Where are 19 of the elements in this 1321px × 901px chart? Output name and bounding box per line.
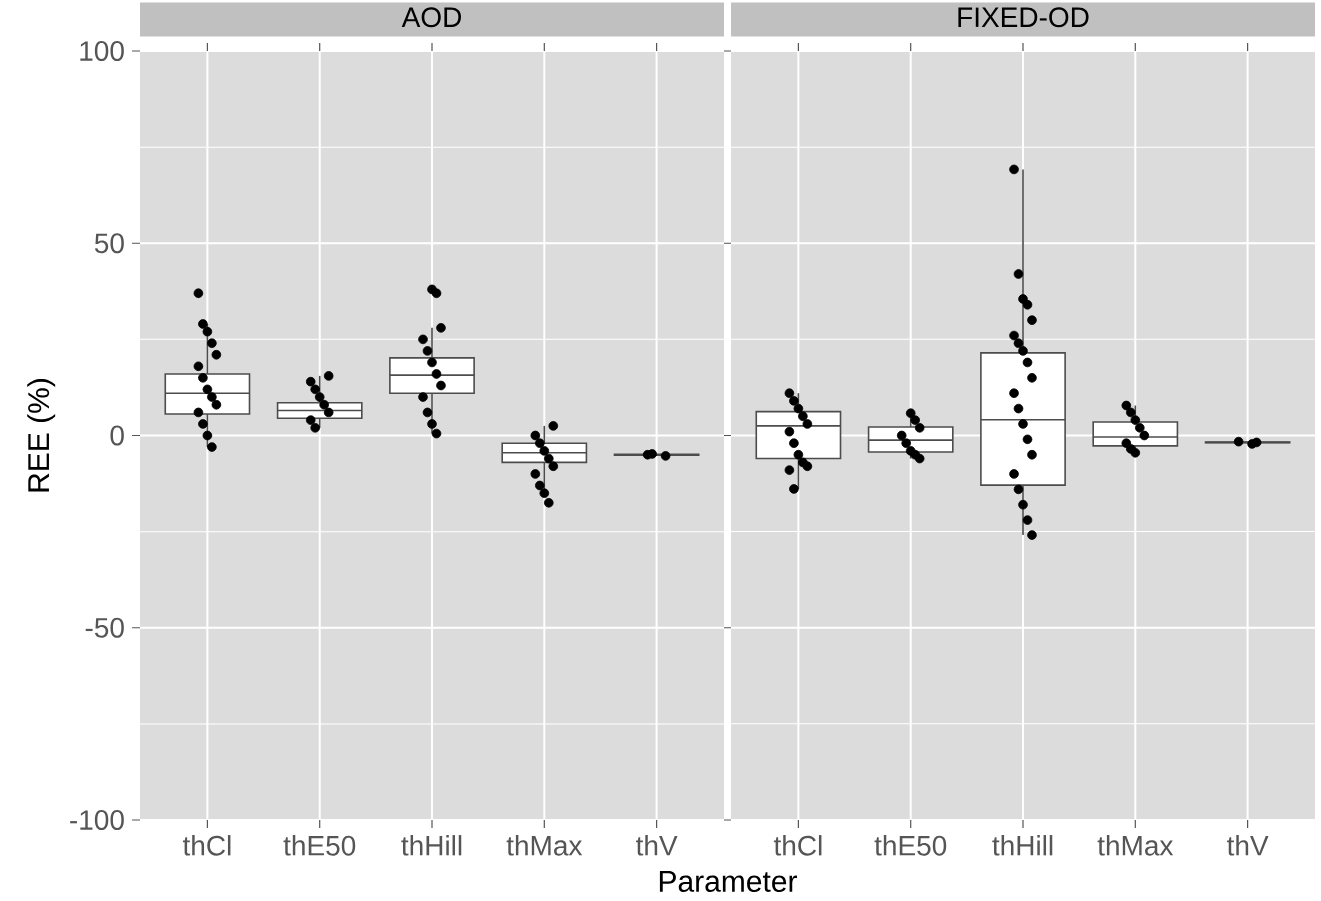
chart-title: AOD	[401, 7, 462, 28]
x-tick-label: thHill	[992, 835, 1053, 856]
x-tick-label: thE50	[874, 835, 947, 856]
x-tick-label: thV	[1227, 835, 1269, 856]
y-axis-title: REE (%)	[27, 379, 56, 492]
x-axis-title: Parameter	[659, 871, 797, 892]
y-tick-label: 0	[110, 425, 124, 446]
x-tick-label: thCl	[182, 835, 231, 856]
x-tick-label: thMax	[1097, 835, 1174, 856]
y-tick-label: 50	[94, 233, 124, 254]
y-tick-label: 100	[80, 41, 124, 61]
x-tick-label: thHill	[401, 835, 462, 856]
x-tick-label: thE50	[283, 835, 356, 856]
y-tick-label: -100	[70, 810, 124, 830]
x-tick-label: thCl	[773, 835, 822, 856]
x-tick-label: thV	[636, 835, 678, 856]
chart-title: FIXED-OD	[958, 7, 1089, 28]
y-tick-label: -50	[85, 617, 124, 638]
x-tick-label: thMax	[506, 835, 583, 856]
